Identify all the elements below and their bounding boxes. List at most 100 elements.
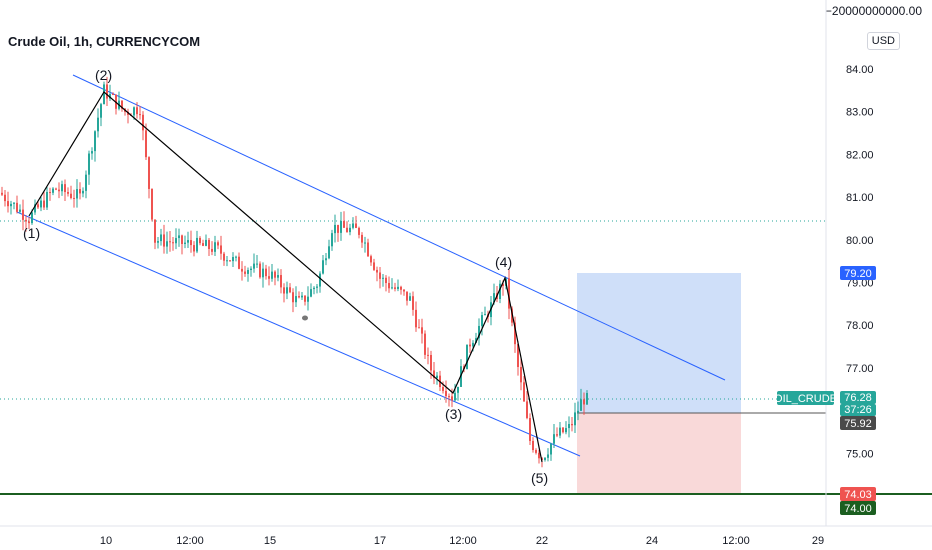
candle-body xyxy=(586,393,588,405)
candle-body xyxy=(346,227,348,233)
time-tick-label: 12:00 xyxy=(176,535,204,547)
candle-body xyxy=(385,277,387,284)
candle-body xyxy=(343,220,345,228)
candle-body xyxy=(277,275,279,278)
candle-body xyxy=(259,263,261,278)
candle-body xyxy=(49,192,51,194)
candle-body xyxy=(295,296,297,303)
candle-body xyxy=(484,314,486,316)
candle-body xyxy=(367,242,369,257)
candle-body xyxy=(445,390,447,397)
candle-body xyxy=(172,242,174,244)
candle-body xyxy=(532,440,534,451)
marker-dot xyxy=(302,315,308,321)
target-price-label: 79.20 xyxy=(844,268,872,280)
candle-body xyxy=(205,239,207,246)
time-tick-label: 12:00 xyxy=(722,535,750,547)
candle-body xyxy=(7,201,9,207)
candle-body xyxy=(46,192,48,208)
candle-body xyxy=(235,256,237,258)
candle-body xyxy=(136,107,138,115)
time-tick-label: 15 xyxy=(264,535,276,547)
candle-body xyxy=(529,418,531,441)
candle-body xyxy=(58,189,60,192)
candle-body xyxy=(271,271,273,279)
candle-body xyxy=(19,209,21,212)
channel-upper-line[interactable] xyxy=(72,74,726,381)
entry-price-label: 75.92 xyxy=(844,418,872,430)
symbol-price-label-bg xyxy=(777,391,834,405)
candle-body xyxy=(370,256,372,263)
time-axis[interactable]: 10 12:00 15 17 12:00 22 24 12:00 29 xyxy=(100,535,824,547)
candle-body xyxy=(250,268,252,271)
candle-body xyxy=(178,235,180,239)
candle-body xyxy=(328,246,330,259)
price-tick-label: 78.00 xyxy=(846,320,874,332)
candle-body xyxy=(208,239,210,249)
candle-body xyxy=(232,257,234,262)
candle-body xyxy=(427,354,429,356)
time-tick-label: 10 xyxy=(100,535,112,547)
currency-badge[interactable]: USD xyxy=(866,32,900,50)
candle-body xyxy=(265,268,267,277)
candle-body xyxy=(190,240,192,246)
entry-price-label-bg xyxy=(840,416,876,430)
candle-body xyxy=(325,258,327,261)
countdown-price-label: 37:26 xyxy=(844,404,872,416)
candle-body xyxy=(304,295,306,302)
candle-body xyxy=(175,238,177,244)
candle-body xyxy=(355,223,357,228)
candle-body xyxy=(553,434,555,444)
candle-body xyxy=(268,276,270,279)
candle-body xyxy=(538,452,540,459)
candle-body xyxy=(157,241,159,243)
candle-body xyxy=(253,263,255,269)
candle-body xyxy=(220,245,222,254)
price-tick-label: 79.00 xyxy=(846,278,874,290)
candle-body xyxy=(373,262,375,270)
loss-zone xyxy=(577,413,741,494)
candle-body xyxy=(34,204,36,213)
wave-label-5: (5) xyxy=(531,470,548,486)
chart-title: Crude Oil, 1h, CURRENCYCOM xyxy=(8,34,201,49)
candle-body xyxy=(109,94,111,99)
candle-body xyxy=(571,423,573,426)
candle-body xyxy=(217,242,219,246)
candle-body xyxy=(76,189,78,199)
candle-body xyxy=(307,296,309,302)
candle-body xyxy=(184,242,186,244)
price-tick-label: 75.00 xyxy=(846,448,874,460)
candle-body xyxy=(574,412,576,426)
time-tick-label: 29 xyxy=(812,535,824,547)
candle-body xyxy=(13,202,15,204)
candle-body xyxy=(403,289,405,292)
elliott-wave-line[interactable] xyxy=(28,91,543,463)
candle-body xyxy=(166,241,168,247)
time-tick-label: 12:00 xyxy=(449,535,477,547)
candle-body xyxy=(349,227,351,233)
candle-body xyxy=(562,427,564,433)
candle-body xyxy=(454,392,456,401)
candle-body xyxy=(163,234,165,247)
candle-body xyxy=(223,253,225,261)
candle-body xyxy=(466,344,468,370)
price-tick-label: 82.00 xyxy=(846,149,874,161)
channel-lower-line[interactable] xyxy=(16,211,581,457)
candle-body xyxy=(472,342,474,347)
candle-body xyxy=(241,268,243,272)
candle-body xyxy=(376,269,378,273)
candle-body xyxy=(274,271,276,278)
candle-body xyxy=(337,224,339,233)
candle-body xyxy=(382,277,384,279)
candle-body xyxy=(262,268,264,278)
candle-body xyxy=(514,322,516,345)
candle-body xyxy=(580,399,582,411)
candle-body xyxy=(100,104,102,118)
candle-body xyxy=(412,296,414,310)
candle-body xyxy=(310,289,312,297)
candle-body xyxy=(397,286,399,289)
candle-body xyxy=(424,333,426,355)
candle-body xyxy=(334,224,336,234)
candle-body xyxy=(550,443,552,455)
